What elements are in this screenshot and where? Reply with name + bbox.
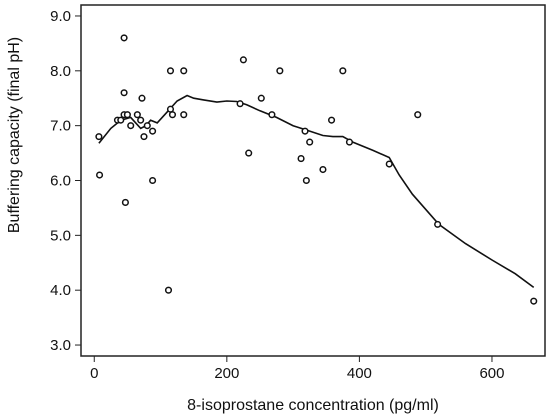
data-point [345, 138, 354, 146]
data-point [268, 111, 276, 119]
data-point [434, 220, 442, 228]
y-tick-label: 3.0 [50, 337, 71, 354]
data-point [385, 160, 393, 168]
smoothed-trend-line [98, 94, 535, 289]
x-tick-label: 200 [214, 365, 239, 382]
data-point [328, 116, 336, 124]
data-point [239, 56, 247, 64]
data-point [140, 133, 148, 141]
data-points [95, 34, 538, 305]
data-point [236, 100, 244, 108]
data-point [96, 171, 104, 179]
y-axis: 3.0 4.0 5.0 6.0 7.0 8.0 9.0 [50, 8, 81, 354]
x-axis-label: 8-isoprostane concentration (pg/ml) [187, 397, 439, 414]
data-point [143, 122, 151, 130]
data-point [149, 176, 157, 185]
data-point [302, 176, 310, 185]
data-point [530, 297, 538, 305]
data-point [257, 94, 265, 102]
data-point [166, 67, 175, 75]
data-point [180, 67, 188, 75]
y-tick-label: 4.0 [50, 282, 71, 299]
x-axis: 0 200 400 600 [90, 356, 504, 382]
data-point [276, 67, 284, 75]
data-point [245, 149, 253, 157]
y-tick-label: 7.0 [50, 118, 71, 135]
data-point [117, 116, 125, 124]
y-tick-label: 9.0 [50, 8, 71, 25]
data-point [339, 67, 347, 75]
data-point [137, 116, 145, 124]
data-point [120, 34, 128, 42]
x-tick-label: 600 [479, 365, 504, 382]
data-point [149, 127, 157, 135]
data-point [297, 155, 305, 163]
data-point [121, 198, 129, 206]
data-point [123, 111, 131, 119]
data-point [164, 286, 173, 294]
y-tick-label: 6.0 [50, 173, 71, 190]
x-tick-label: 400 [347, 365, 372, 382]
data-point [120, 89, 128, 97]
y-axis-label: Buffering capacity (final pH) [6, 37, 23, 233]
data-point [319, 165, 327, 174]
data-point [168, 111, 177, 119]
data-point [133, 111, 141, 119]
data-point [127, 122, 135, 130]
data-point [414, 111, 422, 119]
y-tick-label: 8.0 [50, 63, 71, 80]
data-point [95, 133, 103, 141]
data-point [180, 111, 188, 119]
data-point [306, 138, 314, 146]
y-tick-label: 5.0 [50, 227, 71, 244]
x-tick-label: 0 [90, 365, 98, 382]
data-point [301, 127, 309, 135]
data-point [138, 94, 146, 102]
